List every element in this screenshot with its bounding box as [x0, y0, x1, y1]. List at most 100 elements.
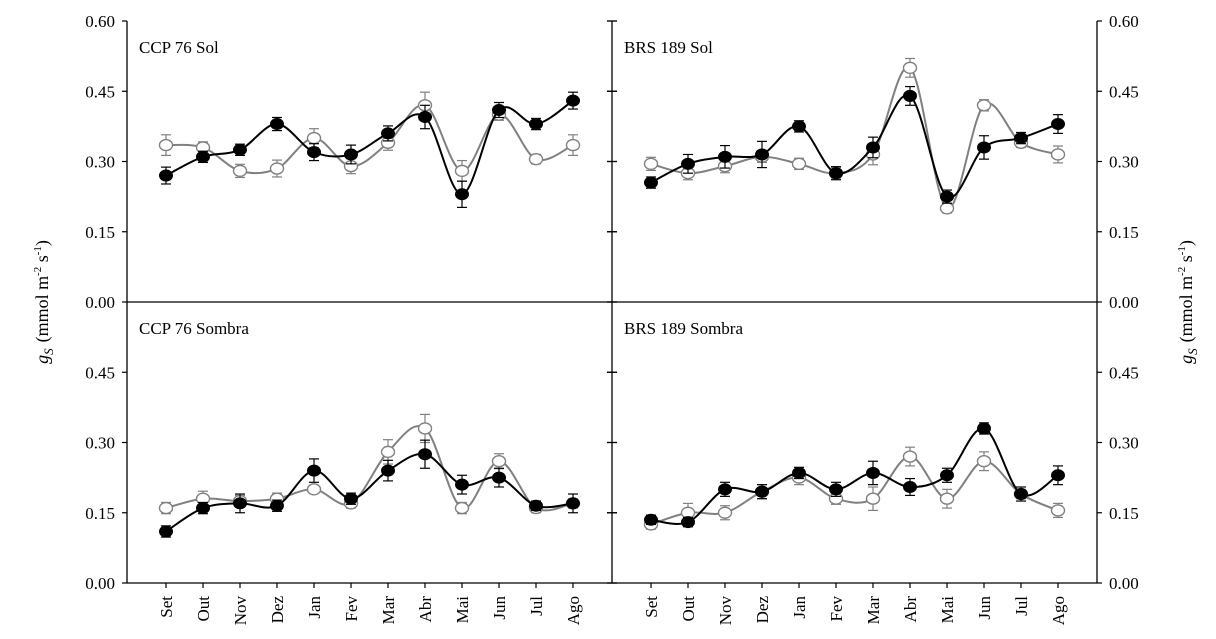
- x-tick-label: Jun: [490, 596, 509, 620]
- series-line-filled: [650, 427, 1059, 525]
- data-point-open: [306, 131, 322, 145]
- data-point-filled: [718, 483, 732, 496]
- data-point-filled: [681, 516, 695, 529]
- data-point-filled: [644, 513, 658, 526]
- x-tick-label: Fev: [342, 596, 361, 622]
- data-point-filled: [755, 148, 769, 161]
- x-tick-label: Out: [194, 596, 213, 622]
- data-point-filled: [644, 176, 658, 189]
- data-point-filled: [829, 483, 843, 496]
- y-tick-label: 0.45: [1109, 363, 1139, 382]
- panel-title-bottom-right: BRS 189 Sombra: [624, 319, 743, 338]
- data-point-filled: [529, 118, 543, 131]
- x-tick-label: Jan: [305, 596, 324, 619]
- panel-bottom-right: BRS 189 Sombra 0.00 0.15 0.30 0.45 Set Out Nov D…: [607, 319, 1139, 625]
- data-point-filled: [307, 464, 321, 477]
- data-point-open: [417, 422, 433, 435]
- x-tick-label: Fev: [827, 596, 846, 622]
- y-tick-label: 0.30: [85, 434, 115, 453]
- data-point-filled: [1051, 469, 1065, 482]
- data-point-filled: [418, 448, 432, 461]
- data-point-open: [717, 506, 733, 519]
- data-point-filled: [381, 464, 395, 477]
- series-line-open: [165, 104, 574, 175]
- x-tick-label: Jul: [527, 596, 546, 616]
- y-tick-label: 0.15: [1109, 223, 1139, 242]
- data-point-filled: [792, 120, 806, 133]
- y-axis-label-left: gS(mmol m-2 s-1): [32, 240, 56, 364]
- series-line-filled: [165, 452, 574, 533]
- y-tick-label: 0.15: [85, 223, 115, 242]
- data-point-open: [939, 492, 955, 505]
- data-point-open: [454, 501, 470, 515]
- x-tick-label: Ago: [1049, 596, 1068, 625]
- x-tick-label: Nov: [716, 596, 735, 626]
- y-tick-label: 0.60: [1109, 12, 1139, 31]
- data-point-open: [902, 450, 918, 463]
- data-point-filled: [455, 188, 469, 201]
- data-point-filled: [1051, 118, 1065, 131]
- y-tick-label: 0.30: [1109, 153, 1139, 172]
- data-point-filled: [977, 141, 991, 154]
- x-tick-label: Abr: [901, 596, 920, 623]
- data-point-filled: [455, 478, 469, 491]
- x-tick-label: Jul: [1012, 596, 1031, 616]
- x-tick-label: Set: [157, 596, 176, 618]
- y-tick-label: 0.00: [1109, 293, 1139, 312]
- data-point-filled: [418, 111, 432, 124]
- y-tick-label: 0.45: [1109, 82, 1139, 101]
- x-tick-label: Nov: [231, 596, 250, 626]
- x-tick-label: Out: [679, 596, 698, 622]
- x-tick-label: Mar: [864, 596, 883, 625]
- data-point-filled: [566, 94, 580, 107]
- data-point-filled: [903, 89, 917, 102]
- series-line-open: [165, 425, 574, 512]
- x-tick-label: Ago: [564, 596, 583, 625]
- x-tick-label: Mar: [379, 596, 398, 625]
- series-line-open: [650, 66, 1059, 210]
- data-point-open: [454, 164, 470, 178]
- y-tick-label: 0.15: [1109, 504, 1139, 523]
- data-point-filled: [159, 169, 173, 182]
- y-tick-label: 0.30: [1109, 434, 1139, 453]
- data-point-filled: [755, 485, 769, 498]
- y-axis-label-right: gS(mmol m-2 s-1): [1176, 240, 1200, 364]
- data-point-filled: [344, 492, 358, 505]
- data-point-open: [232, 164, 248, 178]
- data-point-open: [939, 202, 955, 215]
- data-point-filled: [1014, 132, 1028, 145]
- series-line-filled: [165, 99, 574, 196]
- x-tick-label: Jan: [790, 596, 809, 619]
- y-tick-label: 0.00: [85, 293, 115, 312]
- data-point-open: [158, 501, 174, 515]
- data-point-filled: [940, 190, 954, 203]
- data-point-open: [1050, 148, 1066, 161]
- data-point-filled: [829, 167, 843, 180]
- data-point-filled: [866, 141, 880, 154]
- data-point-filled: [233, 497, 247, 510]
- data-point-filled: [903, 480, 917, 493]
- data-point-open: [1050, 504, 1066, 517]
- data-point-open: [306, 483, 322, 496]
- data-point-filled: [233, 143, 247, 156]
- data-point-filled: [270, 118, 284, 131]
- data-point-open: [565, 138, 581, 152]
- data-point-open: [976, 455, 992, 468]
- data-point-open: [380, 445, 396, 459]
- x-tick-label: Jun: [975, 596, 994, 620]
- y-tick-label: 0.15: [85, 504, 115, 523]
- data-point-filled: [977, 422, 991, 435]
- data-point-open: [902, 61, 918, 75]
- data-point-filled: [270, 499, 284, 512]
- x-tick-label: Set: [642, 596, 661, 618]
- x-tick-label: Mai: [938, 596, 957, 624]
- data-point-filled: [344, 148, 358, 161]
- data-point-filled: [866, 466, 880, 479]
- data-point-filled: [196, 150, 210, 163]
- panel-title-bottom-left: CCP 76 Sombra: [139, 319, 249, 338]
- data-point-filled: [792, 466, 806, 479]
- data-point-open: [791, 157, 807, 171]
